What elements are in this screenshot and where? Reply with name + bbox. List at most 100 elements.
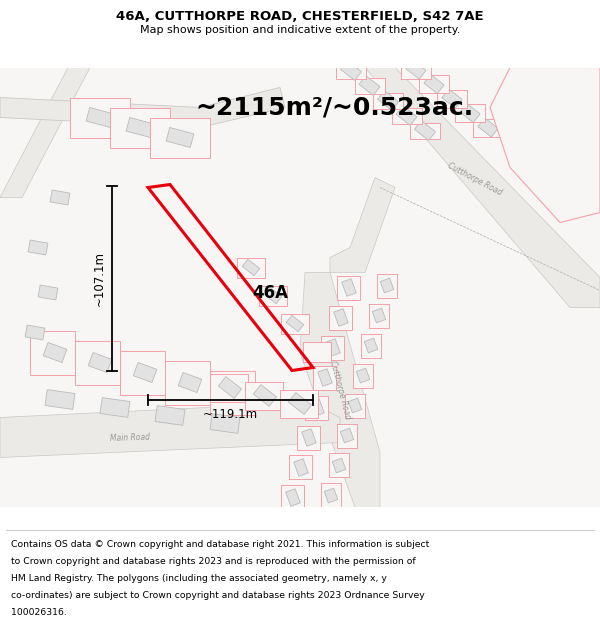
Polygon shape	[455, 104, 485, 122]
Polygon shape	[321, 336, 344, 359]
Polygon shape	[372, 308, 386, 323]
Text: Cutthorpe Road: Cutthorpe Road	[328, 359, 352, 420]
Polygon shape	[280, 389, 318, 418]
Polygon shape	[336, 62, 366, 79]
Polygon shape	[289, 392, 311, 414]
Polygon shape	[294, 459, 308, 476]
Polygon shape	[286, 489, 300, 506]
Text: ~2115m²/~0.523ac.: ~2115m²/~0.523ac.	[195, 96, 473, 119]
Polygon shape	[133, 362, 157, 382]
Polygon shape	[237, 258, 265, 278]
Polygon shape	[110, 107, 170, 148]
Polygon shape	[297, 426, 320, 449]
Polygon shape	[424, 74, 444, 94]
Polygon shape	[415, 121, 436, 141]
Polygon shape	[396, 106, 417, 126]
Polygon shape	[341, 61, 361, 81]
Polygon shape	[88, 352, 112, 372]
Polygon shape	[70, 98, 130, 138]
Polygon shape	[120, 351, 165, 394]
Polygon shape	[210, 374, 248, 401]
Polygon shape	[0, 68, 90, 198]
Polygon shape	[303, 341, 331, 361]
Polygon shape	[356, 368, 370, 383]
Polygon shape	[556, 69, 574, 86]
Polygon shape	[265, 288, 281, 304]
Text: 46A: 46A	[252, 284, 288, 301]
Text: 100026316.: 100026316.	[11, 608, 67, 616]
Polygon shape	[286, 316, 304, 332]
Polygon shape	[442, 89, 462, 108]
Polygon shape	[28, 240, 48, 255]
Polygon shape	[281, 486, 304, 509]
Polygon shape	[0, 88, 285, 128]
Text: to Crown copyright and database rights 2023 and is reproduced with the permissio: to Crown copyright and database rights 2…	[11, 557, 415, 566]
Polygon shape	[0, 402, 340, 458]
Polygon shape	[210, 371, 255, 414]
Polygon shape	[166, 127, 194, 148]
Polygon shape	[313, 366, 336, 389]
Polygon shape	[581, 102, 596, 113]
Text: ~119.1m: ~119.1m	[203, 408, 258, 421]
Polygon shape	[329, 306, 352, 329]
Polygon shape	[318, 369, 332, 386]
Polygon shape	[410, 122, 440, 139]
Polygon shape	[155, 406, 185, 426]
Polygon shape	[401, 61, 431, 79]
Polygon shape	[302, 429, 316, 446]
Polygon shape	[577, 98, 600, 118]
Polygon shape	[75, 341, 120, 384]
Polygon shape	[345, 394, 365, 418]
Polygon shape	[43, 342, 67, 362]
Polygon shape	[242, 259, 260, 276]
Polygon shape	[305, 396, 328, 419]
Polygon shape	[553, 68, 577, 88]
Polygon shape	[126, 118, 154, 138]
Text: Main Road: Main Road	[110, 432, 150, 442]
Polygon shape	[45, 389, 75, 409]
Polygon shape	[380, 278, 394, 293]
Polygon shape	[359, 76, 380, 96]
Polygon shape	[460, 103, 480, 122]
Polygon shape	[310, 399, 324, 416]
Text: HM Land Registry. The polygons (including the associated geometry, namely x, y: HM Land Registry. The polygons (includin…	[11, 574, 386, 582]
Polygon shape	[253, 384, 277, 406]
Polygon shape	[364, 338, 378, 353]
Polygon shape	[259, 286, 287, 306]
Polygon shape	[218, 377, 242, 398]
Polygon shape	[377, 274, 397, 298]
Polygon shape	[373, 92, 403, 109]
Polygon shape	[178, 372, 202, 392]
Polygon shape	[337, 276, 360, 299]
Polygon shape	[353, 364, 373, 388]
Text: Map shows position and indicative extent of the property.: Map shows position and indicative extent…	[140, 25, 460, 35]
Polygon shape	[437, 89, 467, 107]
Polygon shape	[340, 428, 354, 443]
Polygon shape	[332, 458, 346, 473]
Polygon shape	[30, 331, 75, 374]
Polygon shape	[369, 304, 389, 328]
Text: 46A, CUTTHORPE ROAD, CHESTERFIELD, S42 7AE: 46A, CUTTHORPE ROAD, CHESTERFIELD, S42 7…	[116, 10, 484, 23]
Polygon shape	[365, 68, 600, 308]
Polygon shape	[473, 119, 503, 136]
Text: Cutthorpe Road: Cutthorpe Road	[446, 161, 504, 198]
Polygon shape	[165, 361, 210, 404]
Polygon shape	[50, 190, 70, 205]
Polygon shape	[406, 60, 426, 79]
Polygon shape	[245, 381, 283, 409]
Polygon shape	[281, 314, 309, 334]
Polygon shape	[210, 414, 240, 433]
Polygon shape	[348, 398, 362, 413]
Polygon shape	[300, 272, 380, 508]
Polygon shape	[223, 382, 247, 402]
Polygon shape	[377, 91, 398, 111]
Polygon shape	[334, 309, 348, 326]
Polygon shape	[38, 285, 58, 300]
Polygon shape	[574, 92, 589, 103]
Text: co-ordinates) are subject to Crown copyright and database rights 2023 Ordnance S: co-ordinates) are subject to Crown copyr…	[11, 591, 425, 599]
Polygon shape	[569, 88, 593, 108]
Polygon shape	[330, 177, 395, 272]
Text: Contains OS data © Crown copyright and database right 2021. This information is : Contains OS data © Crown copyright and d…	[11, 540, 429, 549]
Polygon shape	[25, 325, 45, 340]
Polygon shape	[289, 456, 312, 479]
